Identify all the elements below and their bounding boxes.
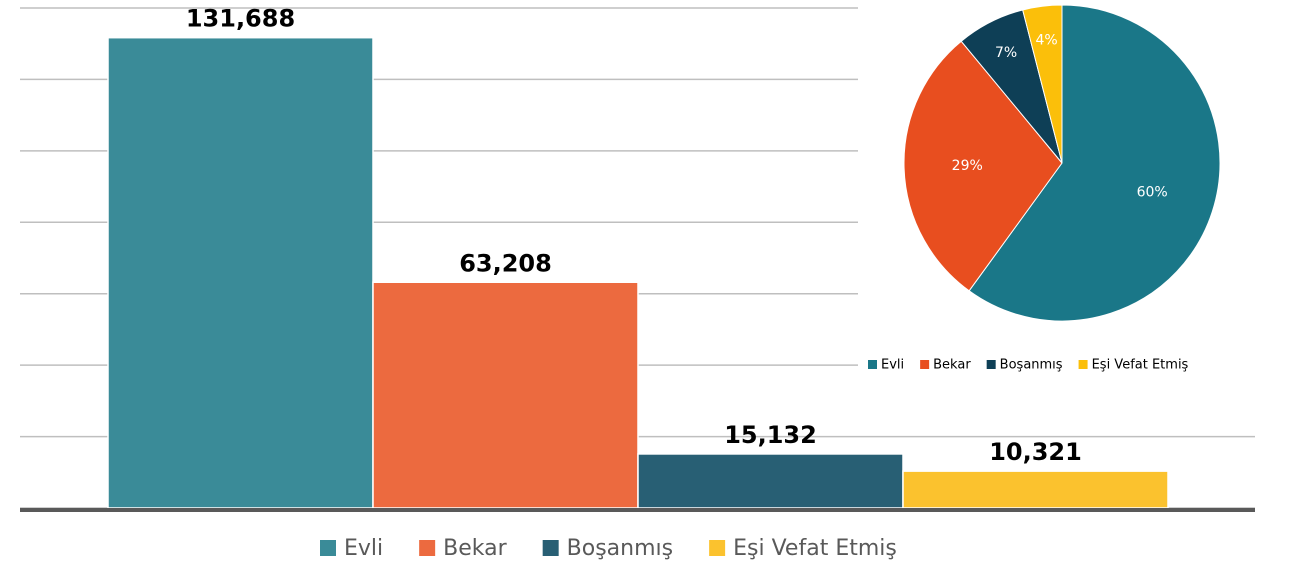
legend-swatch (542, 540, 559, 556)
legend-swatch (986, 360, 996, 369)
legend-label: Bekar (443, 536, 507, 561)
bar (902, 470, 1169, 509)
legend-label: Bekar (933, 358, 971, 373)
value-label: 15,132 (724, 421, 817, 449)
pie-chart: 60% 29% 7% 4% Evli Bekar Boşanmış Eşi Vefat Etm… (868, 4, 1221, 373)
legend-swatch (709, 540, 726, 556)
value-label: 63,208 (459, 249, 552, 277)
legend-label: Eşi Vefat Etmiş (733, 536, 897, 561)
bar-chart: 131,688 63,208 15,132 10,321 Evli Bekar Boşanm… (20, 5, 1255, 561)
legend-label: Boşanmış (1000, 358, 1063, 373)
bar (637, 453, 904, 509)
slice-label: 60% (1137, 184, 1168, 200)
bar (372, 281, 639, 509)
legend-label: Evli (344, 536, 383, 561)
slice-label: 7% (995, 45, 1017, 61)
legend-label: Evli (881, 358, 904, 373)
slice-label: 4% (1035, 33, 1057, 49)
legend-swatch (320, 540, 336, 556)
legend-swatch (868, 360, 877, 369)
bar (107, 36, 374, 509)
pie-slice (903, 40, 1063, 292)
slice-label: 29% (952, 158, 983, 174)
pie-slice (968, 4, 1221, 322)
legend-label: Boşanmış (567, 536, 673, 561)
legend-swatch (1078, 360, 1088, 369)
legend-swatch (419, 540, 436, 556)
pie-slice (1022, 4, 1063, 164)
value-label: 131,688 (186, 5, 295, 33)
value-label: 10,321 (989, 438, 1082, 466)
legend-label: Eşi Vefat Etmiş (1092, 358, 1189, 373)
legend-swatch (920, 360, 930, 369)
